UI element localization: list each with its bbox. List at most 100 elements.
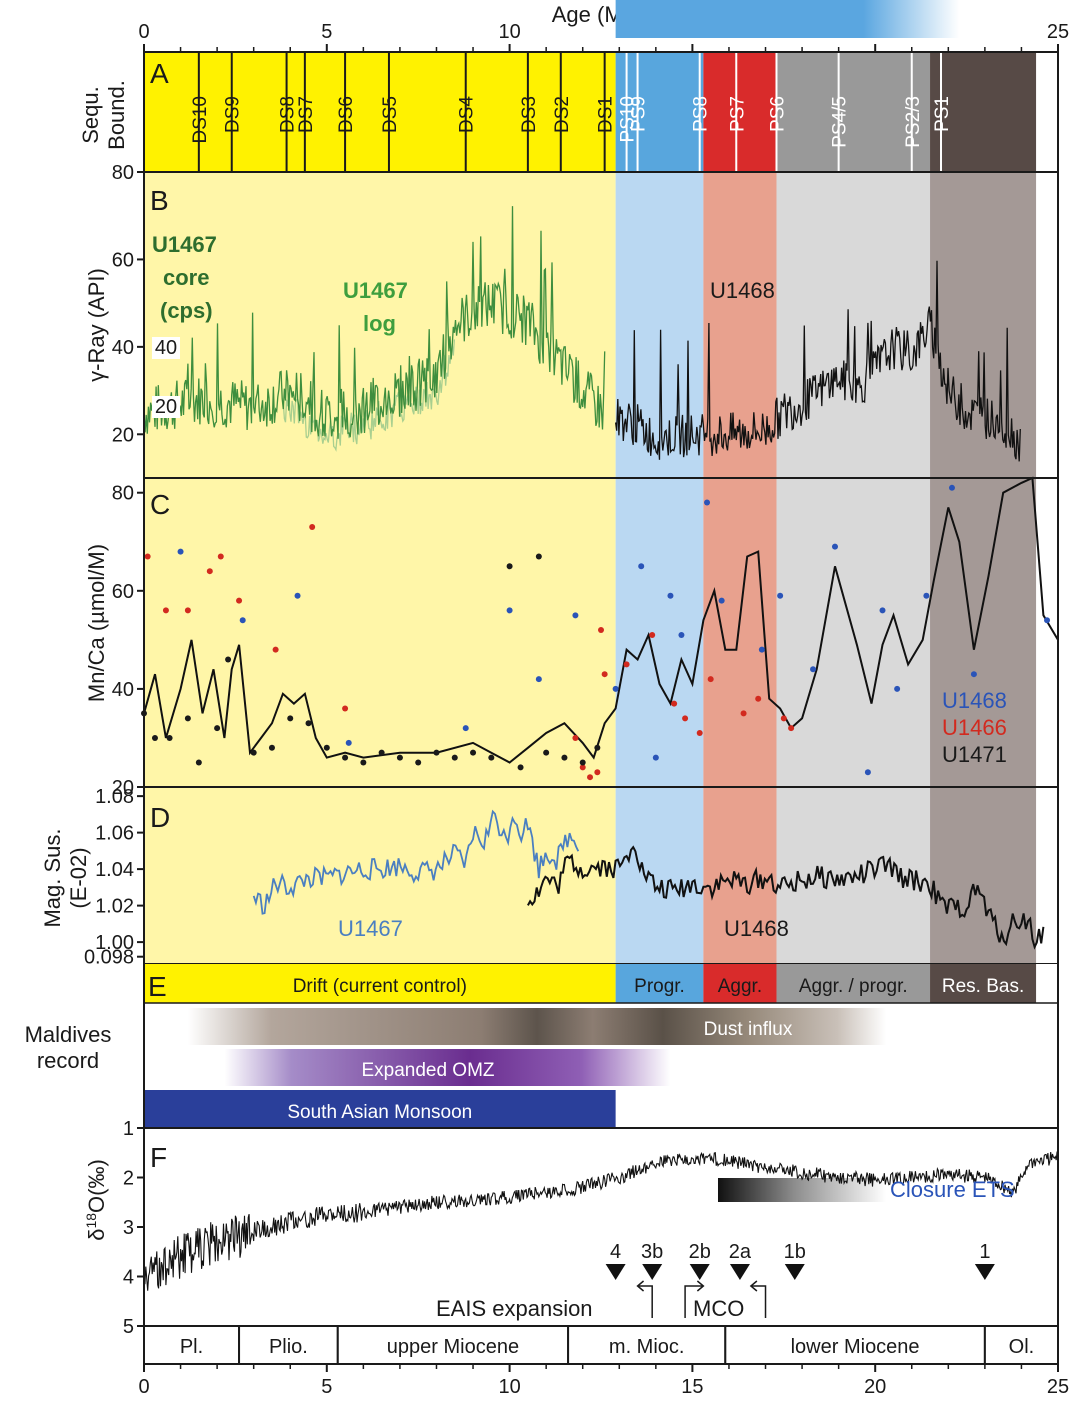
maldives-label-1: Maldives	[25, 1022, 112, 1047]
panel-f-letter: F	[150, 1142, 167, 1173]
boundary-label: DS4	[457, 96, 478, 133]
mco-label: MCO	[693, 1296, 744, 1321]
label-u1467-log-2: log	[363, 311, 396, 336]
y-tick-label: 40	[112, 679, 134, 701]
epoch-cell	[567, 1325, 727, 1365]
y-tick-label: 60	[112, 581, 134, 603]
epoch-label: lower Miocene	[791, 1336, 920, 1358]
zone-band	[930, 478, 1037, 787]
boundary-label: DS7	[296, 96, 317, 133]
mn-ca-point	[342, 705, 349, 712]
boundary-label: PS7	[727, 96, 748, 132]
mn-ca-point	[682, 715, 689, 722]
mn-ca-point	[345, 739, 352, 746]
x-tick-label-bottom: 0	[138, 1376, 149, 1398]
mn-ca-point	[151, 734, 158, 741]
y-tick-label: 1.02	[95, 896, 134, 918]
mn-ca-point	[470, 749, 477, 756]
x-tick-label-top: 10	[498, 21, 520, 43]
mn-ca-point	[561, 754, 568, 761]
zone-band	[144, 787, 616, 964]
boundary-label: DS10	[190, 96, 211, 144]
mn-ca-point	[236, 597, 243, 604]
x-tick-label-top: 25	[1047, 21, 1069, 43]
u1467-log-line	[143, 206, 606, 439]
mn-ca-point	[755, 695, 762, 702]
zone-band	[930, 787, 1037, 964]
legend-u1471: U1471	[942, 742, 1007, 767]
proto-monsoon-label: Proto-Monsoon	[681, 0, 811, 5]
mn-ca-point	[162, 607, 169, 614]
panel-a-ylabel-1: Sequ.	[78, 86, 103, 144]
boundary-label: DS8	[278, 96, 299, 133]
eais-expansion-label: EAIS expansion	[436, 1296, 593, 1321]
panel-c-letter: C	[150, 489, 170, 520]
panel-d-letter: D	[150, 802, 170, 833]
label-u1467-core-1: U1467	[152, 232, 217, 257]
mn-ca-point	[144, 553, 151, 560]
mn-ca-point	[970, 671, 977, 678]
panel-f-ylabel: δ18O(‰)	[83, 1159, 109, 1241]
mn-ca-point	[184, 607, 191, 614]
zone-band	[930, 172, 1037, 478]
mn-ca-point	[342, 754, 349, 761]
epoch-label: upper Miocene	[387, 1336, 519, 1358]
y-tick-label: 1	[123, 1118, 134, 1140]
boundary-label: PS2/3	[903, 96, 924, 148]
y-tick-label: 1.00	[95, 932, 134, 954]
mn-ca-point	[572, 734, 579, 741]
mn-ca-point	[506, 607, 513, 614]
epoch-label: Plio.	[269, 1336, 308, 1358]
mn-ca-point	[718, 597, 725, 604]
zone-band	[703, 52, 777, 172]
panel-b-letter: B	[150, 185, 169, 216]
x-tick-label-top: 5	[321, 21, 332, 43]
mn-ca-point	[894, 685, 901, 692]
mn-ca-point	[305, 720, 312, 727]
boundary-label: PS1	[932, 96, 953, 132]
epoch-label: Ol.	[1009, 1336, 1035, 1358]
boundary-label: DS1	[596, 96, 617, 133]
mn-ca-point	[948, 484, 955, 491]
panel-c-ylabel: Mn/Ca (µmol/M)	[84, 544, 109, 702]
label-u1468-magsus: U1468	[724, 916, 789, 941]
mn-ca-point	[831, 543, 838, 550]
u1468-magsus-line	[527, 845, 1045, 950]
mn-ca-point	[594, 744, 601, 751]
panel-d-magnetic-susceptibility: 1.08 1.06 1.04 1.02 1.000.098	[84, 786, 1059, 969]
omz-label: Expanded OMZ	[361, 1060, 494, 1081]
boundary-label: PS4/5	[830, 96, 851, 148]
boundary-label: PS10	[618, 96, 639, 142]
mn-ca-point	[543, 749, 550, 756]
boundary-label: PS9	[629, 96, 650, 132]
mn-ca-point	[195, 759, 202, 766]
y-tick-label: 3	[123, 1217, 134, 1239]
x-axis-bottom: 0 5 10 15 20 25	[138, 1363, 1069, 1398]
zone-band	[144, 52, 616, 172]
mn-ca-point	[268, 744, 275, 751]
epoch-label: Pl.	[180, 1336, 203, 1358]
mn-ca-point	[623, 661, 630, 668]
mn-ca-point	[415, 759, 422, 766]
stratigraphy-bar-label: Aggr. / progr.	[799, 976, 908, 997]
x-tick-label-bottom: 10	[498, 1376, 520, 1398]
stratigraphy-bar	[703, 964, 777, 1003]
mco-bracket-right	[750, 1285, 767, 1318]
mn-ca-point	[777, 592, 784, 599]
y-tick-label: 5	[123, 1316, 134, 1338]
panel-b-gamma-ray: 20 40 60 80 40 20	[112, 162, 1059, 479]
eais-bracket	[637, 1285, 653, 1318]
mn-ca-point	[214, 725, 221, 732]
x-tick-label-top: 0	[138, 21, 149, 43]
boundary-label: DS2	[552, 96, 573, 133]
proto-monsoon-band	[615, 0, 960, 38]
stratigraphy-bar	[776, 964, 931, 1003]
mn-ca-point	[184, 715, 191, 722]
south-asian-monsoon-band	[144, 1090, 616, 1128]
event-label: 4	[610, 1241, 621, 1263]
event-label: 2b	[689, 1241, 711, 1263]
zone-band	[144, 478, 616, 787]
y-tick-label: 20	[112, 777, 134, 799]
panel-d-ylabel-1: Mag. Sus.	[40, 828, 65, 927]
event-marker	[605, 1264, 626, 1280]
